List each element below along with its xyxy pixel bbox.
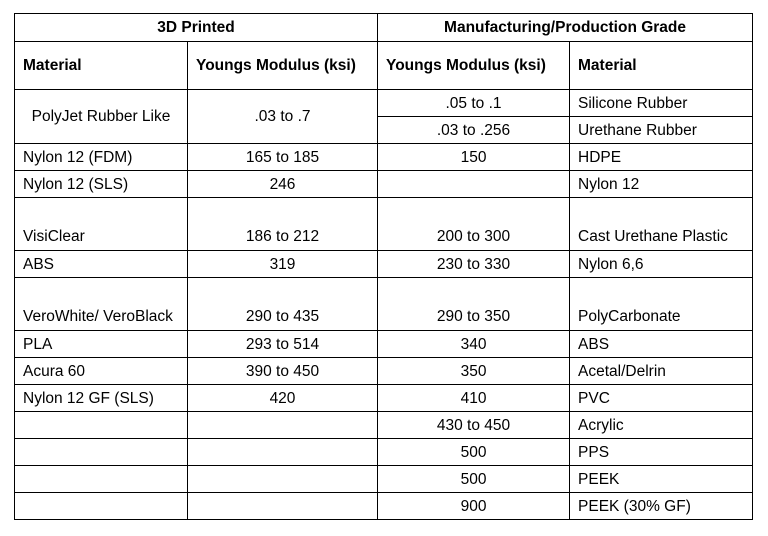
modulus-mfg-cell: .03 to .256 — [377, 116, 571, 144]
material-mfg-cell: Urethane Rubber — [569, 116, 754, 144]
modulus-mfg-cell: 230 to 330 — [377, 250, 571, 278]
column-header-modulus-mfg: Youngs Modulus (ksi) — [377, 41, 571, 90]
material-mfg-cell: PEEK — [569, 465, 754, 493]
table-row: VeroWhite/ VeroBlack 290 to 435 290 to 3… — [14, 277, 754, 331]
modulus-3d-cell: 390 to 450 — [186, 357, 379, 385]
column-header-material-3d: Material — [14, 41, 188, 90]
table-row: Acura 60 390 to 450 350 Acetal/Delrin — [14, 357, 754, 385]
modulus-mfg-cell: 500 — [377, 465, 571, 493]
table-row: PolyJet Rubber Like .03 to .7 .05 to .1 … — [14, 89, 754, 144]
material-3d-cell — [14, 492, 188, 520]
group-header-row: 3D Printed Manufacturing/Production Grad… — [13, 13, 754, 42]
material-mfg-cell: Cast Urethane Plastic — [569, 197, 754, 251]
material-mfg-cell: PVC — [569, 384, 754, 412]
modulus-mfg-cell: 350 — [377, 357, 571, 385]
modulus-mfg-cell: 430 to 450 — [377, 411, 571, 439]
material-mfg-cell: PolyCarbonate — [569, 277, 754, 331]
material-3d-cell: ABS — [14, 250, 188, 278]
material-3d-cell: Nylon 12 (SLS) — [14, 170, 188, 198]
youngs-modulus-table: 3D Printed Manufacturing/Production Grad… — [13, 13, 754, 520]
material-mfg-cell: Silicone Rubber — [569, 89, 754, 117]
modulus-3d-cell — [186, 438, 379, 466]
group-header-3d-printed: 3D Printed — [13, 13, 379, 42]
material-3d-cell: PLA — [14, 330, 188, 358]
modulus-mfg-cell: 410 — [377, 384, 571, 412]
material-3d-cell: VisiClear — [14, 197, 188, 251]
table-row: Nylon 12 GF (SLS) 420 410 PVC — [14, 384, 754, 412]
modulus-3d-cell: 420 — [186, 384, 379, 412]
material-3d-cell — [14, 411, 188, 439]
table-row: 430 to 450 Acrylic — [14, 411, 754, 439]
modulus-3d-cell: 165 to 185 — [186, 143, 379, 171]
table-row: Nylon 12 (SLS) 246 Nylon 12 — [14, 170, 754, 198]
modulus-3d-cell: 246 — [186, 170, 379, 198]
modulus-mfg-cell — [377, 170, 571, 198]
modulus-3d-cell: .03 to .7 — [186, 89, 379, 144]
material-mfg-cell: Acetal/Delrin — [569, 357, 754, 385]
material-3d-cell: Nylon 12 GF (SLS) — [14, 384, 188, 412]
table-row: Nylon 12 (FDM) 165 to 185 150 HDPE — [14, 143, 754, 171]
table-row: PLA 293 to 514 340 ABS — [14, 330, 754, 358]
modulus-mfg-cell: 900 — [377, 492, 571, 520]
material-mfg-cell: HDPE — [569, 143, 754, 171]
modulus-3d-cell: 293 to 514 — [186, 330, 379, 358]
group-header-manufacturing: Manufacturing/Production Grade — [377, 13, 754, 42]
material-mfg-cell: ABS — [569, 330, 754, 358]
modulus-mfg-cell: 150 — [377, 143, 571, 171]
modulus-3d-cell — [186, 411, 379, 439]
material-3d-cell: VeroWhite/ VeroBlack — [14, 277, 188, 331]
material-mfg-cell: PEEK (30% GF) — [569, 492, 754, 520]
table-row: .03 to .256 Urethane Rubber — [15, 116, 754, 144]
material-mfg-cell: Nylon 6,6 — [569, 250, 754, 278]
material-3d-cell: Nylon 12 (FDM) — [14, 143, 188, 171]
modulus-mfg-cell: .05 to .1 — [377, 89, 571, 117]
column-header-material-mfg: Material — [569, 41, 754, 90]
material-mfg-cell: Nylon 12 — [569, 170, 754, 198]
table-row: 500 PEEK — [14, 465, 754, 493]
modulus-mfg-cell: 200 to 300 — [377, 197, 571, 251]
column-header-row: Material Youngs Modulus (ksi) Youngs Mod… — [14, 41, 754, 90]
modulus-3d-cell: 290 to 435 — [186, 277, 379, 331]
modulus-3d-cell — [186, 465, 379, 493]
material-3d-cell: Acura 60 — [14, 357, 188, 385]
modulus-3d-cell — [186, 492, 379, 520]
material-3d-cell — [14, 465, 188, 493]
modulus-mfg-cell: 340 — [377, 330, 571, 358]
table-row: ABS 319 230 to 330 Nylon 6,6 — [14, 250, 754, 278]
modulus-mfg-cell: 290 to 350 — [377, 277, 571, 331]
table-row: 500 PPS — [14, 438, 754, 466]
material-mfg-cell: PPS — [569, 438, 754, 466]
material-mfg-cell: Acrylic — [569, 411, 754, 439]
material-3d-cell — [14, 438, 188, 466]
modulus-3d-cell: 186 to 212 — [186, 197, 379, 251]
modulus-mfg-cell: 500 — [377, 438, 571, 466]
table-row: VisiClear 186 to 212 200 to 300 Cast Ure… — [14, 197, 754, 251]
material-3d-cell: PolyJet Rubber Like — [14, 89, 188, 144]
table-row: 900 PEEK (30% GF) — [14, 492, 754, 520]
column-header-modulus-3d: Youngs Modulus (ksi) — [186, 41, 379, 90]
modulus-3d-cell: 319 — [186, 250, 379, 278]
